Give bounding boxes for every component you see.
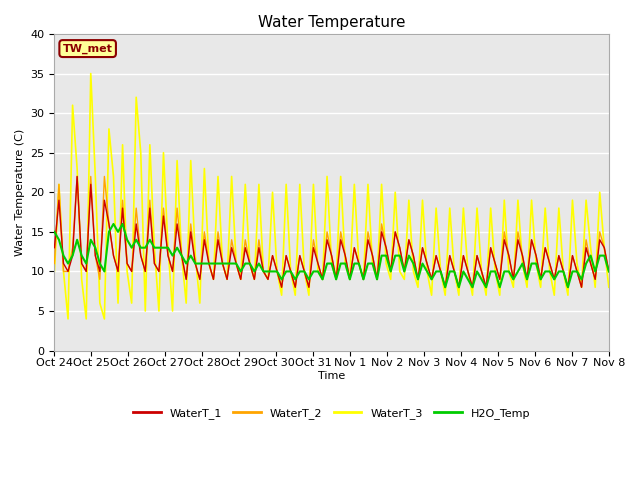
H2O_Temp <box>109 221 117 227</box>
Line: WaterT_1: WaterT_1 <box>54 177 609 287</box>
WaterT_2 <box>74 174 81 180</box>
Line: WaterT_2: WaterT_2 <box>54 177 609 287</box>
WaterT_3 <box>51 269 58 275</box>
WaterT_1 <box>74 174 81 180</box>
WaterT_1 <box>109 253 117 259</box>
WaterT_1 <box>605 269 612 275</box>
H2O_Temp <box>105 229 113 235</box>
WaterT_2 <box>119 197 127 203</box>
WaterT_1 <box>301 269 308 275</box>
WaterT_1 <box>51 245 58 251</box>
Text: TW_met: TW_met <box>63 44 113 54</box>
WaterT_1 <box>214 237 222 243</box>
WaterT_2 <box>278 284 285 290</box>
WaterT_1 <box>509 276 517 282</box>
Title: Water Temperature: Water Temperature <box>258 15 405 30</box>
Line: H2O_Temp: H2O_Temp <box>54 224 609 287</box>
WaterT_2 <box>87 174 95 180</box>
WaterT_3 <box>509 284 517 290</box>
H2O_Temp <box>83 261 90 266</box>
WaterT_2 <box>51 261 58 266</box>
H2O_Temp <box>214 261 222 266</box>
WaterT_2 <box>509 276 517 282</box>
Legend: WaterT_1, WaterT_2, WaterT_3, H2O_Temp: WaterT_1, WaterT_2, WaterT_3, H2O_Temp <box>129 404 534 423</box>
H2O_Temp <box>51 229 58 235</box>
WaterT_3 <box>92 174 99 180</box>
WaterT_3 <box>124 269 131 275</box>
H2O_Temp <box>296 269 303 275</box>
H2O_Temp <box>605 269 612 275</box>
WaterT_3 <box>605 284 612 290</box>
H2O_Temp <box>509 276 517 282</box>
WaterT_3 <box>64 316 72 322</box>
WaterT_3 <box>87 71 95 76</box>
WaterT_2 <box>605 269 612 275</box>
Y-axis label: Water Temperature (C): Water Temperature (C) <box>15 129 25 256</box>
WaterT_1 <box>87 181 95 187</box>
WaterT_1 <box>278 284 285 290</box>
H2O_Temp <box>119 221 127 227</box>
H2O_Temp <box>442 284 449 290</box>
WaterT_1 <box>119 205 127 211</box>
WaterT_2 <box>214 229 222 235</box>
WaterT_3 <box>301 269 308 275</box>
WaterT_3 <box>219 261 227 266</box>
Line: WaterT_3: WaterT_3 <box>54 73 609 319</box>
WaterT_2 <box>109 253 117 259</box>
X-axis label: Time: Time <box>318 371 345 381</box>
WaterT_2 <box>301 269 308 275</box>
WaterT_3 <box>114 300 122 306</box>
